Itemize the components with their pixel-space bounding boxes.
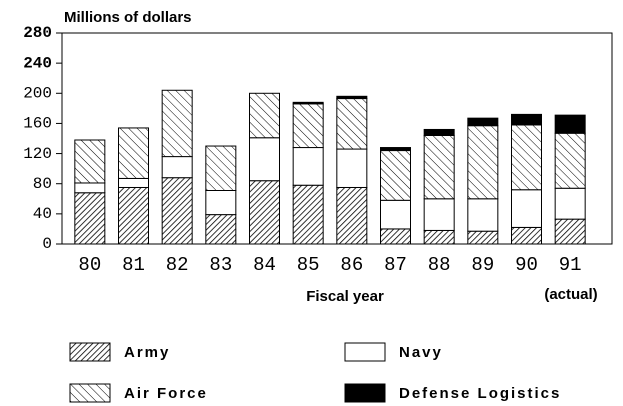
x-tick-label: 87 [384,254,407,276]
legend-label: Defense Logistics [399,385,561,402]
legend-swatch [69,342,111,362]
bar-segment [292,184,324,245]
bar-segment [467,117,499,127]
bar-segment [74,192,106,245]
bar-segment [554,218,586,245]
bar-segment [74,139,106,184]
bar-segment [161,156,193,179]
bar-segment [380,228,411,245]
annotation: (actual) [544,286,597,303]
legend-swatch [344,383,386,403]
bar-segment [380,147,411,152]
bar-segment [511,189,542,228]
y-tick-label: 240 [23,54,52,72]
legend-label: Army [124,344,170,361]
bar-segment [118,127,149,179]
bar-segment [161,177,193,245]
bar-segment [336,98,368,150]
x-tick-label: 88 [428,254,451,276]
y-tick-label: 160 [23,115,52,133]
bar-segment [249,180,280,245]
y-axis-label: Millions of dollars [64,9,192,26]
legend-label: Navy [399,344,443,361]
bar-segment [467,198,499,232]
bar-segment [205,214,237,245]
x-tick-label: 91 [559,254,582,276]
legend-label: Air Force [124,385,208,402]
bar-segment [74,182,106,194]
bar-segment [554,187,586,220]
bar-segment [554,114,586,134]
bar-segment [511,124,542,191]
legend-swatch [344,342,386,362]
y-tick-label: 200 [23,85,52,103]
bar-segment [292,101,324,105]
bar-segment [423,198,455,231]
bar-segment [423,229,455,245]
bar-segment [423,128,455,136]
x-tick-label: 90 [515,254,538,276]
bar-segment [118,186,149,245]
x-tick-label: 82 [166,254,189,276]
bar-segment [380,150,411,201]
x-tick-label: 85 [297,254,320,276]
bar-segment [423,134,455,200]
bar-segment [292,103,324,149]
x-tick-label: 84 [253,254,276,276]
bar-segment [205,145,237,191]
y-tick-label: 0 [42,235,52,253]
bar-segment [380,199,411,230]
x-tick-label: 81 [122,254,145,276]
x-tick-label: 80 [78,254,101,276]
bar-segment [336,95,368,100]
bar-segment [336,186,368,245]
bar-segment [249,137,280,182]
bar-segment [554,132,586,189]
y-tick-label: 280 [23,24,52,42]
bar-segment [467,125,499,200]
x-tick-label: 83 [209,254,232,276]
y-tick-label: 120 [23,145,52,163]
legend-swatch [69,383,111,403]
bar-segment [292,147,324,186]
x-axis-label: Fiscal year [306,288,384,305]
bar-segment [249,92,280,139]
y-tick-label: 80 [33,175,52,193]
y-tick-label: 40 [33,205,52,223]
bar-segment [511,226,542,245]
bar-segment [511,113,542,126]
bar-segment [118,177,149,188]
bar-segment [336,148,368,188]
x-tick-label: 89 [471,254,494,276]
x-tick-label: 86 [340,254,363,276]
bar-segment [161,89,193,158]
bar-segment [205,189,237,216]
bar-segment [467,230,499,245]
